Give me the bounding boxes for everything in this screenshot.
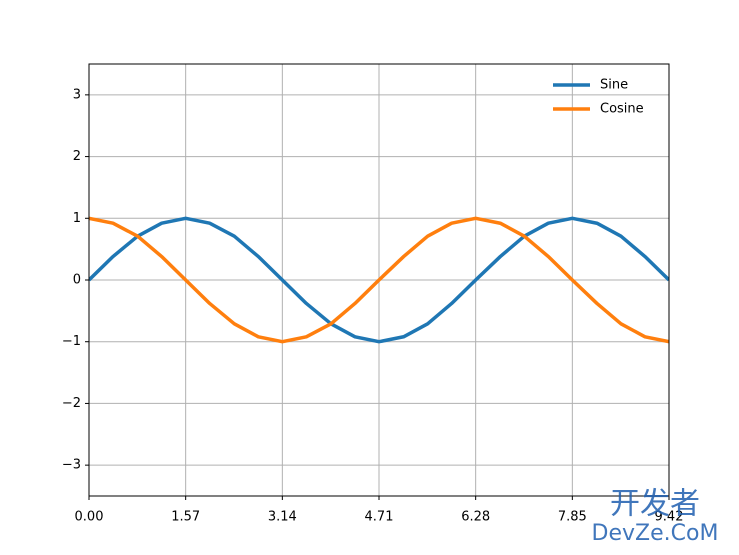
series-line (89, 216, 669, 344)
legend-label: Cosine (600, 102, 644, 117)
watermark: DevZe.CoM (592, 521, 719, 546)
x-tick-label: 4.71 (365, 510, 394, 525)
y-tick-label: −3 (62, 458, 81, 473)
y-tick-label: 2 (73, 149, 81, 164)
x-tick-label: 7.85 (558, 510, 587, 525)
x-tick-label: 3.14 (268, 510, 297, 525)
watermark: 开发者 (610, 487, 700, 522)
x-tick-label: 1.57 (171, 510, 200, 525)
legend-label: Sine (600, 78, 628, 93)
x-tick-label: 6.28 (461, 510, 490, 525)
y-tick-label: 3 (73, 87, 81, 102)
x-tick-label: 9.42 (655, 510, 684, 525)
y-tick-label: 0 (73, 273, 81, 288)
y-tick-label: −1 (62, 334, 81, 349)
plot-area: 0.00 1.57 3.14 4.71 6.28 7.85 9.42 −3 −2 −1 0 1 2 3 Si… (62, 63, 684, 525)
y-tick-label: 1 (73, 211, 81, 226)
series-line (89, 216, 669, 344)
axes-frame (88, 63, 670, 497)
x-tick-label: 0.00 (75, 510, 104, 525)
y-tick-label: −2 (62, 396, 81, 411)
